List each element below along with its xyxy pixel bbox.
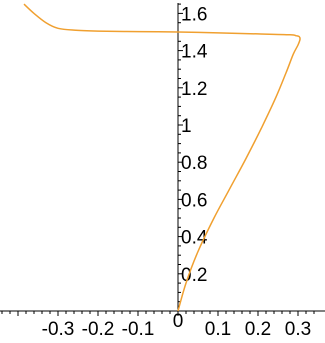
- x-tick-label: -0.1: [122, 319, 155, 340]
- x-tick-label: 0: [173, 311, 184, 332]
- y-tick-label: 1.6: [181, 4, 207, 25]
- y-tick-label: 1: [181, 116, 192, 137]
- series-line: [23, 3, 301, 312]
- y-tick-label: 1.2: [181, 79, 207, 100]
- x-minor-ticks: [1, 311, 315, 316]
- y-tick-label: 0.8: [181, 153, 207, 174]
- x-tick-label: -0.2: [82, 319, 115, 340]
- axes: [0, 3, 325, 316]
- x-tick-label: 0.2: [245, 319, 271, 340]
- x-tick-label: 0.1: [205, 319, 231, 340]
- tick-labels: -0.3 -0.2 -0.1 0 0.1 0.2 0.30.20.40.60.811.21.…: [42, 4, 312, 340]
- y-minor-ticks: [178, 3, 183, 303]
- y-tick-label: 0.6: [181, 190, 207, 211]
- x-tick-label: -0.3: [42, 319, 75, 340]
- x-tick-label: 0.3: [285, 319, 311, 340]
- series-layer: [23, 3, 301, 312]
- y-tick-label: 1.4: [181, 42, 208, 63]
- y-tick-label: 0.2: [181, 265, 207, 286]
